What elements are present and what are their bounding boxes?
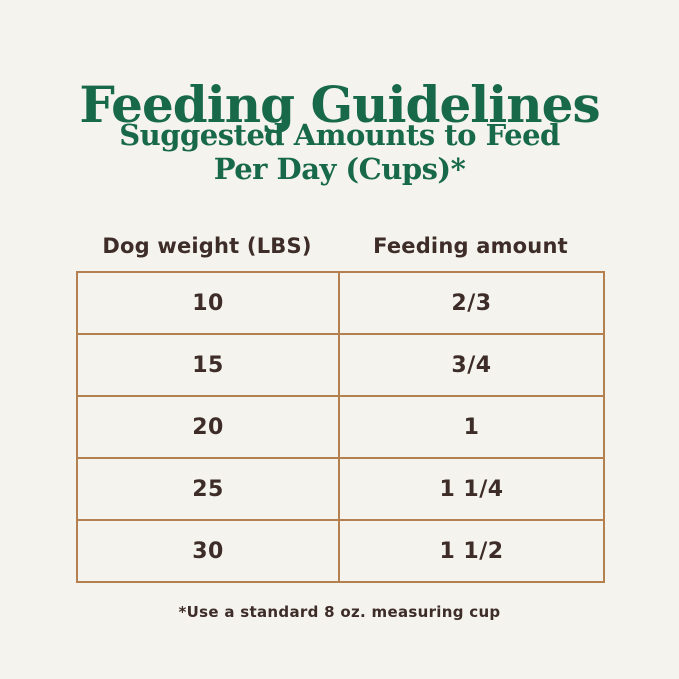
subtitle-line-2: Per Day (Cups)* <box>213 152 466 186</box>
column-header-dog-weight: Dog weight (LBS) <box>102 234 312 258</box>
table-row: 20 1 <box>76 395 605 459</box>
table-column-headers: Dog weight (LBS) Feeding amount <box>76 234 603 258</box>
measuring-cup-footnote: *Use a standard 8 oz. measuring cup <box>178 603 501 621</box>
table-row: 30 1 1/2 <box>76 519 605 583</box>
feeding-table: 10 2/3 15 3/4 20 1 25 1 1/4 30 1 1/2 <box>76 271 605 583</box>
cell-dog-weight: 30 <box>76 519 340 583</box>
cell-dog-weight: 10 <box>76 271 340 335</box>
cell-dog-weight: 15 <box>76 333 340 397</box>
cell-feeding-amount: 1 1/4 <box>338 457 605 521</box>
table-row: 10 2/3 <box>76 271 605 335</box>
table-row: 25 1 1/4 <box>76 457 605 521</box>
column-header-feeding-amount: Feeding amount <box>373 234 568 258</box>
table-row: 15 3/4 <box>76 333 605 397</box>
page-title: Feeding Guidelines <box>79 74 600 134</box>
cell-feeding-amount: 1 <box>338 395 605 459</box>
subtitle: Suggested Amounts to Feed Per Day (Cups)… <box>0 118 679 186</box>
subtitle-line-1: Suggested Amounts to Feed <box>119 118 560 152</box>
cell-dog-weight: 25 <box>76 457 340 521</box>
cell-dog-weight: 20 <box>76 395 340 459</box>
cell-feeding-amount: 2/3 <box>338 271 605 335</box>
cell-feeding-amount: 1 1/2 <box>338 519 605 583</box>
cell-feeding-amount: 3/4 <box>338 333 605 397</box>
